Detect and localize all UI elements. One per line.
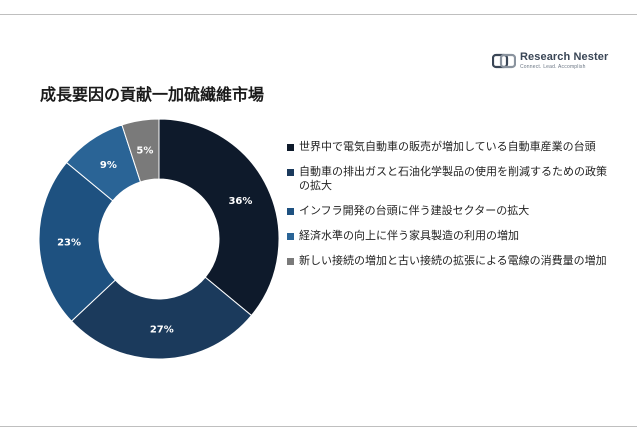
legend-label: 経済水準の向上に伴う家具製造の利用の増加: [299, 229, 519, 242]
legend-swatch: [287, 233, 294, 240]
donut-chart: 36% 27% 23% 9% 5%: [38, 118, 280, 360]
chart-title: 成長要因の貢献一加硫繊維市場: [40, 85, 265, 104]
legend-label: インフラ開発の台頭に伴う建設セクターの拡大: [299, 204, 530, 217]
brand-tagline: Connect. Lead. Accomplish: [520, 64, 586, 70]
top-rule: [0, 14, 637, 15]
research-nester-logo-icon: [491, 53, 517, 69]
legend-label: 自動車の排出ガスと石油化学製品の使用を削減するための政策の拡大: [299, 165, 607, 192]
legend-item: 自動車の排出ガスと石油化学製品の使用を削減するための政策の拡大: [287, 165, 607, 193]
legend-label: 世界中で電気自動車の販売が増加している自動車産業の台頭: [299, 140, 596, 153]
slice-data-label: 36%: [228, 196, 252, 207]
slice-data-label: 5%: [136, 146, 153, 157]
donut-slice: [70, 276, 253, 360]
slice-data-label: 27%: [150, 324, 174, 335]
donut-slice: [158, 118, 280, 317]
brand-logo: Research Nester Connect. Lead. Accomplis…: [491, 51, 609, 70]
legend-item: 世界中で電気自動車の販売が増加している自動車産業の台頭: [287, 140, 607, 154]
bottom-rule: [0, 426, 637, 427]
legend-item: 新しい接続の増加と古い接続の拡張による電線の消費量の増加: [287, 254, 607, 268]
chart-legend: 世界中で電気自動車の販売が増加している自動車産業の台頭自動車の排出ガスと石油化学…: [287, 140, 607, 279]
slice-data-label: 23%: [57, 237, 81, 248]
legend-swatch: [287, 208, 294, 215]
legend-swatch: [287, 144, 294, 151]
legend-label: 新しい接続の増加と古い接続の拡張による電線の消費量の増加: [299, 254, 607, 267]
legend-item: インフラ開発の台頭に伴う建設セクターの拡大: [287, 204, 607, 218]
legend-swatch: [287, 169, 294, 176]
donut-slice: [38, 161, 116, 322]
donut-slice: [121, 118, 160, 183]
brand-name: Research Nester: [520, 51, 609, 63]
legend-swatch: [287, 258, 294, 265]
slice-data-label: 9%: [100, 160, 117, 171]
legend-item: 経済水準の向上に伴う家具製造の利用の増加: [287, 229, 607, 243]
